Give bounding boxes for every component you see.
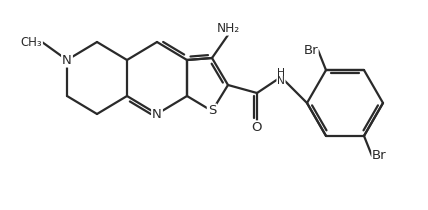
Text: N: N [62, 54, 72, 67]
Text: Br: Br [372, 149, 386, 162]
Text: CH₃: CH₃ [21, 35, 42, 49]
Text: NH₂: NH₂ [217, 22, 240, 35]
Text: Br: Br [303, 44, 318, 56]
Text: S: S [208, 105, 216, 118]
Text: N: N [152, 108, 162, 121]
Text: O: O [252, 121, 262, 134]
Text: H
N: H N [277, 68, 285, 86]
